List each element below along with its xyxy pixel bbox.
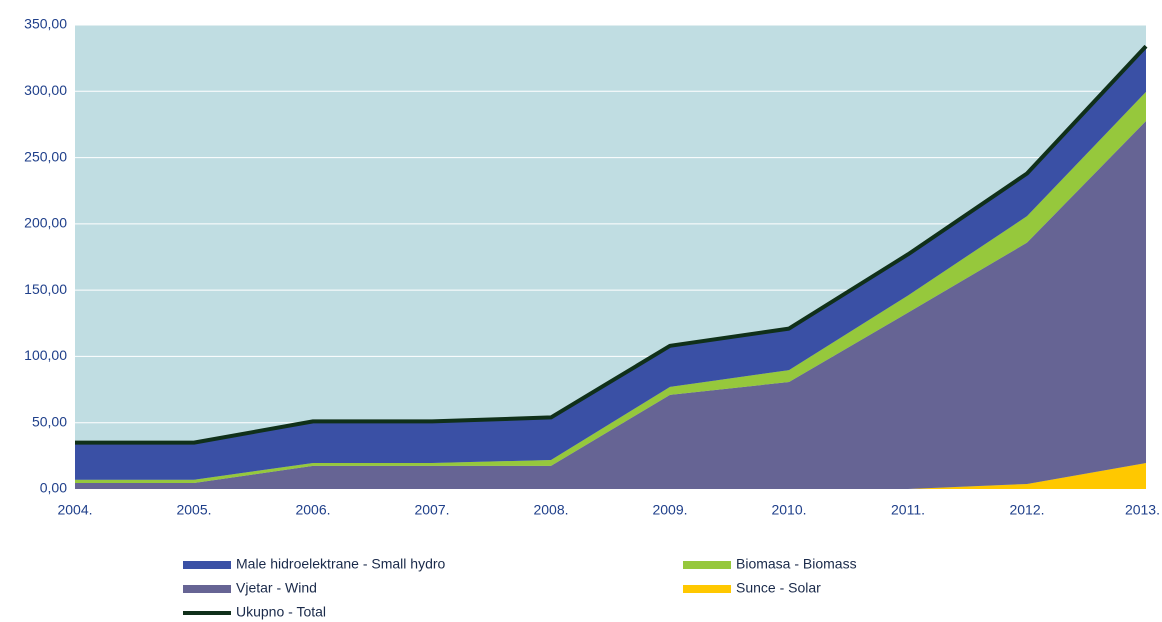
x-tick-label: 2012. [1009, 502, 1044, 518]
y-tick-label: 100,00 [24, 347, 67, 363]
legend-swatch [183, 585, 231, 593]
x-tick-label: 2004. [57, 502, 92, 518]
total-line [75, 44, 1148, 445]
y-tick-label: 250,00 [24, 148, 67, 164]
x-tick-label: 2008. [533, 502, 568, 518]
area [75, 46, 1146, 480]
y-tick-label: 0,00 [40, 480, 67, 496]
x-tick-label: 2013. [1125, 502, 1160, 518]
area [75, 91, 1146, 484]
legend-swatch [183, 561, 231, 569]
x-tick-label: 2007. [414, 502, 449, 518]
x-tick-label: 2009. [652, 502, 687, 518]
legend-swatch [683, 561, 731, 569]
area [75, 463, 1146, 489]
y-tick-label: 200,00 [24, 215, 67, 231]
x-tick-label: 2006. [295, 502, 330, 518]
y-tick-label: 150,00 [24, 281, 67, 297]
legend-label: Vjetar - Wind [236, 580, 317, 596]
legend-swatch [683, 585, 731, 593]
legend-label: Male hidroelektrane - Small hydro [236, 556, 446, 572]
y-tick-label: 350,00 [24, 16, 67, 32]
x-tick-label: 2005. [176, 502, 211, 518]
legend-label: Ukupno - Total [236, 604, 326, 620]
y-tick-label: 50,00 [32, 413, 67, 429]
x-tick-label: 2011. [891, 502, 925, 518]
legend-label: Sunce - Solar [736, 580, 821, 596]
legend-label: Biomasa - Biomass [736, 556, 857, 572]
area [75, 120, 1146, 489]
x-tick-label: 2010. [771, 502, 806, 518]
y-tick-label: 300,00 [24, 82, 67, 98]
